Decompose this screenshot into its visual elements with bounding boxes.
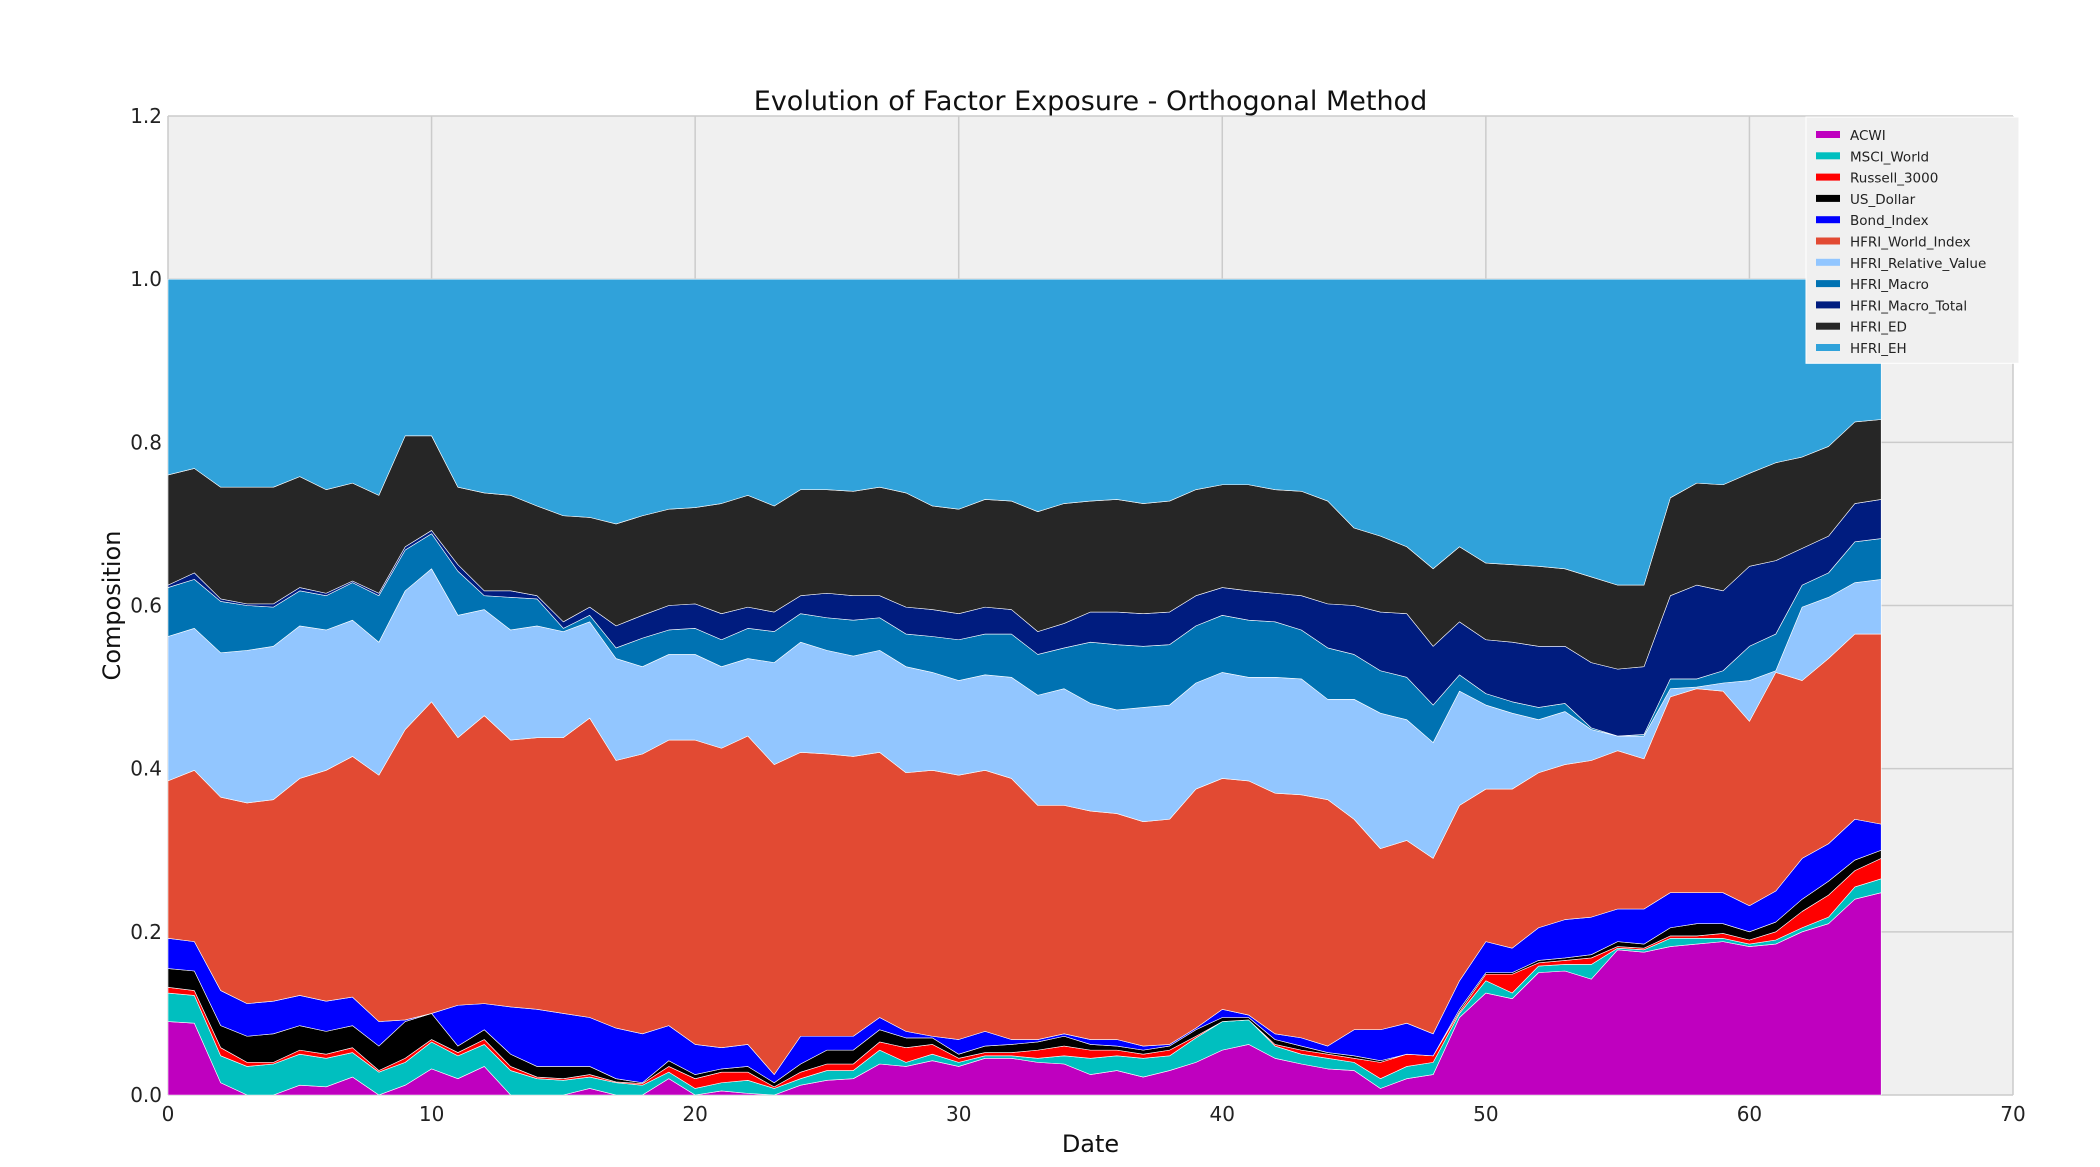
legend-label: HFRI_Macro_Total — [1850, 298, 1967, 314]
y-tick-label: 0.6 — [130, 594, 162, 618]
legend-swatch — [1816, 131, 1840, 138]
legend-swatch — [1816, 216, 1840, 224]
legend-label: Russell_3000 — [1850, 171, 1938, 187]
legend-label: Bond_Index — [1850, 213, 1929, 229]
legend-swatch — [1816, 237, 1840, 245]
axis-ticks: 0 10 20 30 40 50 60 70 0.0 0.2 0.4 0.6 0.8 1.0 1.2 — [130, 104, 2026, 1126]
y-tick-label: 0.8 — [130, 430, 162, 454]
stacked-areas — [167, 278, 1882, 1096]
legend-label: HFRI_ED — [1850, 320, 1907, 336]
legend-box — [1805, 116, 2020, 364]
legend-label: HFRI_EH — [1850, 341, 1907, 357]
x-tick-label: 30 — [946, 1102, 971, 1126]
x-tick-label: 10 — [419, 1102, 444, 1126]
legend-label: MSCI_World — [1850, 149, 1929, 165]
legend-swatch — [1816, 344, 1840, 351]
y-tick-label: 1.0 — [130, 267, 162, 291]
legend: ACWI MSCI_World Russell_3000 US_Dollar Bond_… — [1805, 116, 2020, 364]
x-tick-label: 20 — [682, 1102, 707, 1126]
x-axis-label: Date — [1062, 1130, 1119, 1158]
y-axis-label: Composition — [98, 531, 126, 681]
legend-label: US_Dollar — [1850, 192, 1916, 208]
x-tick-label: 60 — [1737, 1102, 1762, 1126]
legend-label: HFRI_World_Index — [1850, 235, 1971, 251]
x-tick-label: 70 — [2000, 1102, 2025, 1126]
chart-title: Evolution of Factor Exposure - Orthogona… — [754, 86, 1427, 117]
legend-label: ACWI — [1850, 128, 1886, 144]
legend-swatch — [1816, 301, 1840, 309]
y-tick-label: 0.0 — [130, 1083, 162, 1107]
legend-swatch — [1816, 194, 1840, 202]
y-tick-label: 0.2 — [130, 920, 162, 944]
legend-swatch — [1816, 173, 1840, 181]
x-tick-label: 50 — [1473, 1102, 1498, 1126]
legend-label: HFRI_Relative_Value — [1850, 256, 1986, 272]
area-hfri-eh — [167, 278, 1882, 586]
legend-label: HFRI_Macro — [1850, 277, 1929, 293]
legend-swatch — [1816, 322, 1840, 330]
y-tick-label: 1.2 — [130, 104, 162, 128]
y-tick-label: 0.4 — [130, 757, 162, 781]
x-tick-label: 0 — [162, 1102, 175, 1126]
legend-swatch — [1816, 152, 1840, 160]
legend-swatch — [1816, 280, 1840, 288]
x-tick-label: 40 — [1210, 1102, 1235, 1126]
legend-swatch — [1816, 258, 1840, 266]
